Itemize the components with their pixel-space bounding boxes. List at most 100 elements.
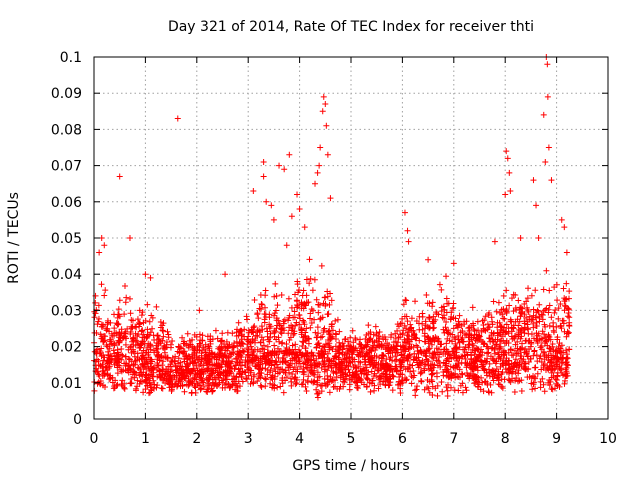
data-point: [526, 313, 533, 320]
x-tick-label: 8: [501, 431, 510, 447]
data-point: [534, 307, 541, 314]
data-point: [341, 379, 348, 386]
data-point: [533, 352, 540, 359]
data-point: [140, 319, 147, 326]
data-point: [134, 316, 141, 323]
data-point: [286, 151, 293, 158]
data-point: [267, 380, 274, 387]
data-point: [215, 372, 222, 379]
data-point: [443, 340, 450, 347]
data-point: [548, 359, 555, 366]
data-point: [518, 388, 525, 395]
data-point: [328, 377, 335, 384]
data-point: [327, 195, 334, 202]
data-point: [466, 362, 473, 369]
data-point: [408, 327, 415, 334]
data-point: [235, 332, 242, 339]
data-point: [175, 355, 182, 362]
data-point: [254, 378, 261, 385]
data-point: [281, 358, 288, 365]
data-point: [154, 345, 161, 352]
data-point: [535, 235, 542, 241]
data-point: [97, 377, 104, 384]
data-point: [216, 344, 223, 351]
data-point: [324, 293, 331, 300]
data-point: [337, 374, 344, 381]
data-point: [342, 355, 349, 362]
data-point: [527, 355, 534, 362]
data-point: [444, 387, 451, 394]
data-point: [320, 348, 327, 355]
data-point: [314, 324, 321, 331]
data-point: [563, 372, 570, 379]
data-point: [368, 380, 375, 387]
data-point: [264, 333, 271, 340]
data-point: [400, 301, 407, 308]
data-point: [298, 381, 305, 388]
data-point: [205, 343, 212, 350]
data-point: [564, 362, 571, 369]
data-point: [484, 380, 491, 387]
data-point: [523, 348, 530, 355]
data-point: [374, 367, 381, 374]
data-point: [174, 115, 181, 122]
data-point: [515, 378, 522, 385]
data-point: [517, 235, 524, 241]
data-point: [267, 367, 274, 374]
data-point: [197, 361, 204, 368]
data-point: [362, 361, 369, 368]
data-point: [483, 372, 490, 379]
data-point: [220, 369, 227, 376]
data-point: [380, 352, 387, 359]
data-point: [500, 315, 507, 322]
data-point: [146, 354, 153, 361]
data-point: [474, 383, 481, 390]
data-point: [168, 384, 175, 391]
data-point: [209, 370, 216, 377]
data-point: [118, 380, 125, 387]
data-point: [272, 358, 279, 365]
data-point: [226, 350, 233, 357]
data-point: [188, 368, 195, 375]
data-point: [160, 333, 167, 340]
data-point: [524, 325, 531, 332]
data-point: [265, 336, 272, 343]
data-point: [555, 305, 562, 312]
data-point: [271, 329, 278, 336]
data-point: [436, 351, 443, 358]
data-point: [480, 322, 487, 329]
data-point: [503, 306, 510, 313]
data-point: [566, 322, 573, 329]
data-point: [352, 335, 359, 342]
data-point: [400, 363, 407, 370]
data-point: [523, 314, 530, 321]
data-point: [307, 315, 314, 322]
data-point: [540, 381, 547, 388]
data-point: [518, 304, 525, 311]
data-point: [305, 373, 312, 380]
data-point: [259, 345, 266, 352]
data-point: [130, 361, 137, 368]
data-point: [92, 299, 99, 306]
data-point: [93, 356, 100, 363]
data-point: [292, 381, 299, 388]
data-point: [430, 318, 437, 325]
data-point: [528, 375, 535, 382]
data-point: [516, 346, 523, 353]
data-point: [304, 377, 311, 384]
data-point: [295, 346, 302, 353]
data-point: [436, 281, 443, 288]
data-point: [425, 256, 432, 263]
data-point: [113, 382, 120, 389]
data-point: [471, 351, 478, 358]
data-point: [479, 352, 486, 359]
data-point: [261, 350, 268, 357]
data-point: [336, 328, 343, 335]
data-point: [528, 380, 535, 387]
data-point: [151, 381, 158, 388]
data-point: [530, 379, 537, 386]
data-point: [433, 370, 440, 377]
data-point: [114, 346, 121, 353]
data-point: [437, 341, 444, 348]
data-point: [102, 364, 109, 371]
